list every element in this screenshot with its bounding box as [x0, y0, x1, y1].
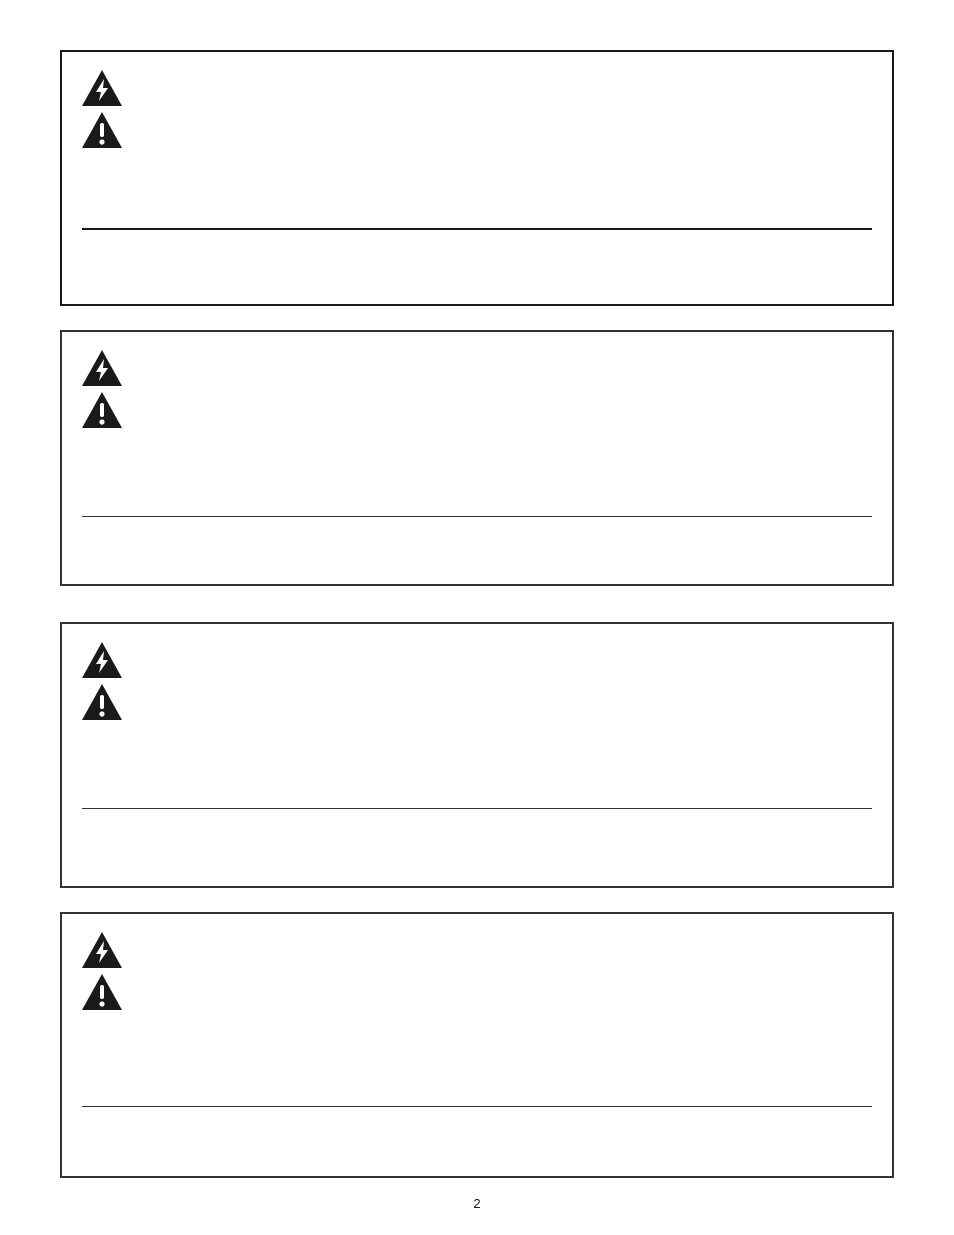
- warning-box-4-icons: [82, 932, 124, 1016]
- warning-box-4-separator: [82, 1106, 872, 1107]
- spacer: [60, 610, 894, 622]
- exclamation-warning-icon: [82, 684, 122, 720]
- warning-box-2-icons: [82, 350, 124, 434]
- warning-box-1-separator: [82, 228, 872, 230]
- warning-box-3-separator: [82, 808, 872, 809]
- warning-box-3: [60, 622, 894, 888]
- warning-box-2-separator: [82, 516, 872, 517]
- warning-box-4: [60, 912, 894, 1178]
- lightning-warning-icon: [82, 642, 122, 678]
- page: 2: [0, 0, 954, 1235]
- exclamation-warning-icon: [82, 974, 122, 1010]
- warning-box-1-icons: [82, 70, 124, 154]
- exclamation-warning-icon: [82, 392, 122, 428]
- warning-box-2: [60, 330, 894, 586]
- lightning-warning-icon: [82, 70, 122, 106]
- warning-box-3-icons: [82, 642, 124, 726]
- warning-box-1: [60, 50, 894, 306]
- page-number: 2: [0, 1196, 954, 1211]
- exclamation-warning-icon: [82, 112, 122, 148]
- lightning-warning-icon: [82, 350, 122, 386]
- lightning-warning-icon: [82, 932, 122, 968]
